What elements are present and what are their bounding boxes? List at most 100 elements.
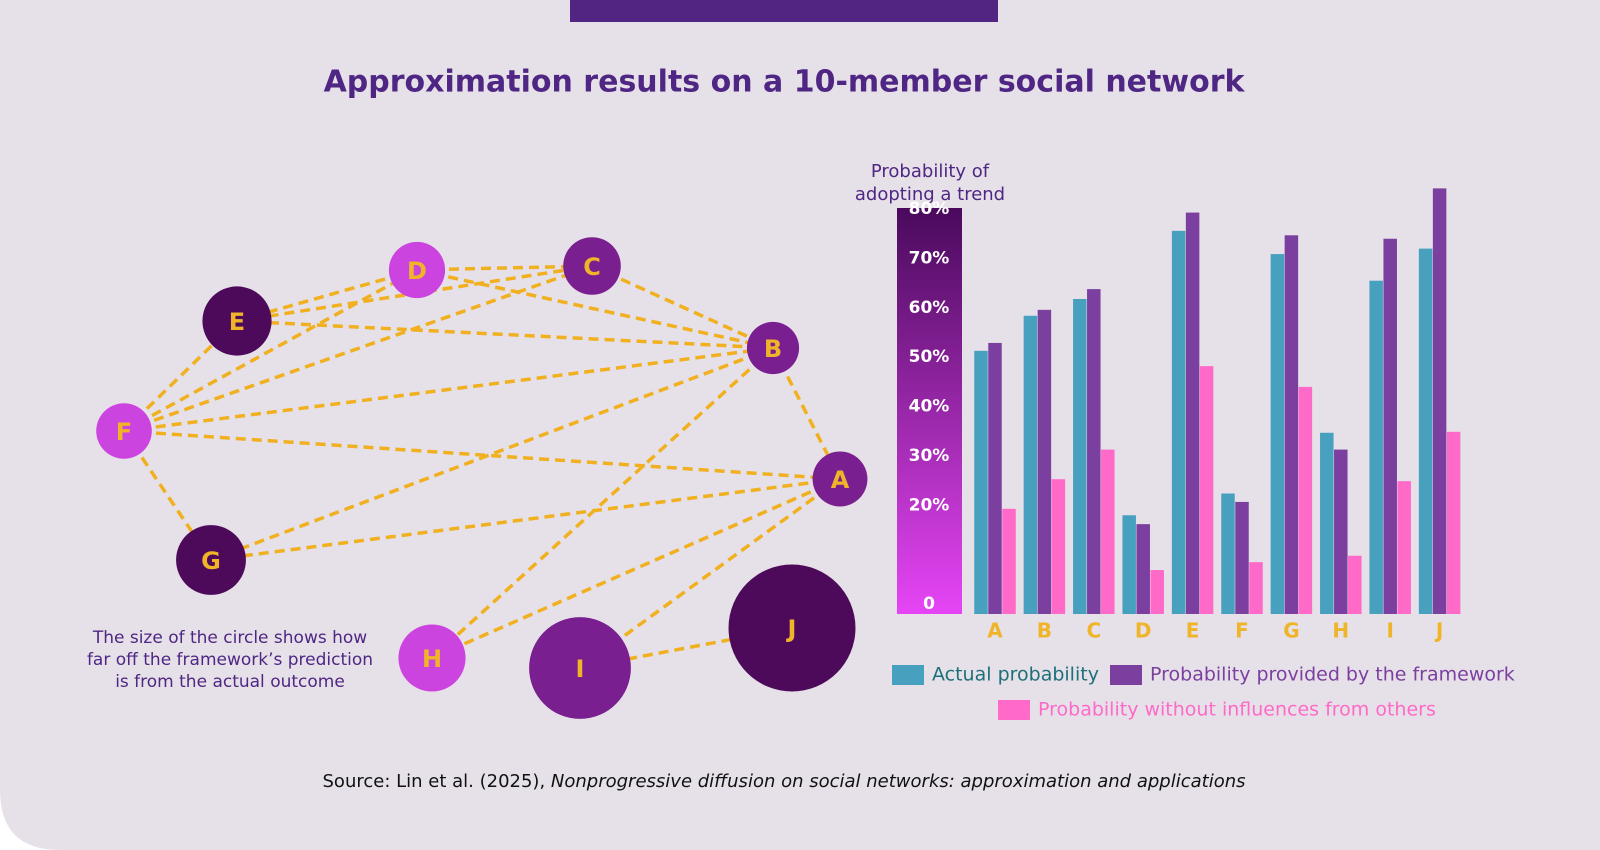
node [746,321,800,375]
bar [1348,555,1362,614]
legend-swatch [998,700,1030,720]
node-label: J [786,615,797,643]
node-label: B [764,335,782,363]
bar [1185,212,1200,615]
node [563,237,621,295]
x-tick-label: F [1235,619,1249,643]
node-label: F [116,418,132,446]
legend-label: Actual probability [932,664,1099,686]
edge [416,268,774,350]
node [176,525,246,595]
bar [1334,449,1348,614]
bar [1037,309,1052,614]
bar [1221,493,1235,614]
edge [123,429,841,481]
edge [430,346,775,660]
bar [1235,501,1249,614]
x-tick-label: E [1186,619,1200,643]
edge [236,319,774,350]
bar [1270,254,1285,614]
bar [1101,449,1115,614]
node-label: D [407,257,427,285]
bar [1249,562,1263,614]
node-label: H [422,645,442,673]
x-tick-label: D [1135,619,1152,643]
x-tick-label: A [987,619,1003,643]
y-tick-label: 20% [909,495,950,515]
bar [1446,431,1461,614]
bar [1002,508,1016,614]
node [529,617,631,719]
note: far off the framework’s prediction [87,650,373,670]
bar [1051,479,1066,614]
bar [1136,524,1150,614]
y-tick-label: 80% [909,199,950,219]
bar [1087,289,1101,614]
bar [1397,481,1411,614]
bar [1122,515,1136,614]
bar [1284,235,1299,614]
edge [123,268,418,433]
x-tick-label: C [1086,619,1101,643]
bar [1150,570,1164,614]
top-bar [570,0,998,22]
edge [210,346,774,562]
bar [1199,366,1214,614]
y-tick-label: 40% [909,397,950,417]
x-tick-label: I [1386,619,1393,643]
y-axis-label: adopting a trend [855,184,1005,205]
node [202,286,272,356]
y-axis-band [897,208,962,614]
bar [1073,298,1087,614]
x-tick-label: B [1037,619,1052,643]
bar [1023,315,1038,614]
node [812,451,868,507]
y-tick-label: 0 [923,594,935,614]
network: A B C D E F G H I J [96,237,868,719]
y-tick-label: 70% [909,248,950,268]
y-tick-label: 30% [909,446,950,466]
edge [578,477,842,670]
bar [1383,238,1397,614]
source-title: Nonprogressive diffusion on social netwo… [551,771,1246,792]
edge [123,346,774,433]
x-tick-label: G [1283,619,1299,643]
edge [210,477,841,562]
legend-label: Probability provided by the framework [1150,664,1515,686]
y-tick-label: 60% [909,298,950,318]
node-label: C [583,253,601,281]
node-label: G [201,547,221,575]
node [96,403,152,459]
node-label: A [831,466,850,494]
y-axis-label: Probability of [871,161,990,182]
legend-label: Probability without influences from othe… [1038,699,1436,721]
bar [1320,432,1334,614]
note: is from the actual outcome [115,672,345,692]
note: The size of the circle shows how [92,628,367,648]
edge [431,477,841,660]
bar [974,350,988,614]
bar [1418,248,1433,614]
edge [591,264,774,350]
edge [123,264,593,433]
node-label: I [576,655,585,683]
edge [416,264,593,272]
bar [1171,230,1186,614]
bar [1369,280,1383,614]
bar [988,342,1002,614]
x-tick-label: H [1332,619,1349,643]
x-tick-label: J [1434,619,1443,643]
node-label: E [229,308,245,336]
plot: 0 20% 30% 40% 50% 60% 70% 80% A B C D E F G H I J Actual p… [892,188,1515,721]
chart-title: Approximation results on a 10-member soc… [324,65,1246,100]
bar [1298,386,1313,614]
node [388,241,446,299]
legend-swatch [892,665,924,685]
source-prefix: Source: Lin et al. (2025), [323,771,551,792]
y-tick-label: 50% [909,347,950,367]
source: Source: Lin et al. (2025), Nonprogressiv… [323,771,1246,792]
legend-swatch [1110,665,1142,685]
node [728,564,856,692]
